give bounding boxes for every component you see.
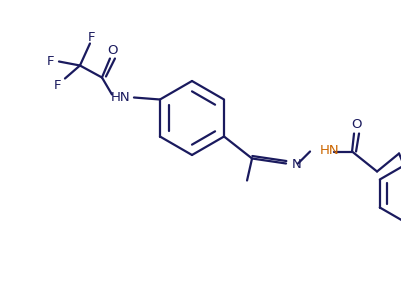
Text: F: F <box>88 31 95 44</box>
Text: F: F <box>54 79 62 92</box>
Text: O: O <box>350 118 360 131</box>
Text: N: N <box>291 158 301 171</box>
Text: F: F <box>47 55 55 68</box>
Text: HN: HN <box>110 91 130 104</box>
Text: O: O <box>107 44 118 57</box>
Text: HN: HN <box>319 144 339 157</box>
